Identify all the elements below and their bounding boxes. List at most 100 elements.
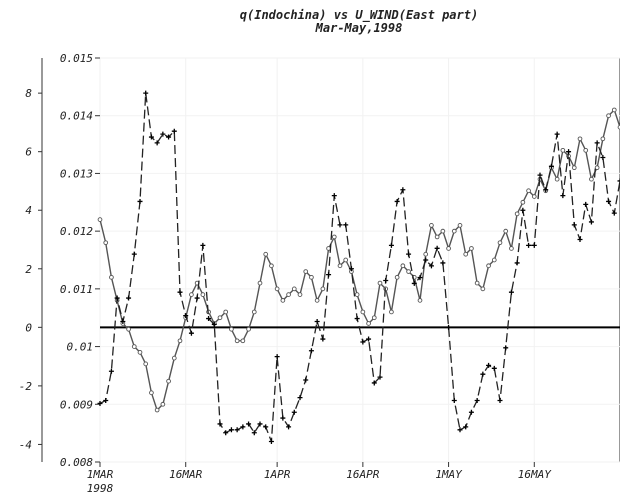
data-point-plus (371, 380, 377, 386)
data-point-plus (463, 424, 469, 430)
right-axis-tick-label: -4 (19, 438, 32, 451)
gridlines (99, 57, 620, 463)
data-point-circle (389, 309, 394, 315)
data-point-plus (428, 263, 434, 269)
data-point-circle (137, 349, 143, 355)
data-point-circle (400, 263, 406, 269)
data-point-circle (280, 298, 286, 303)
data-point-circle (451, 228, 457, 234)
data-point-circle (274, 286, 280, 292)
left-axis-tick-label: 0.012 (60, 225, 93, 238)
data-point-circle (486, 263, 491, 269)
data-point-plus (457, 427, 463, 433)
data-point-circle (126, 326, 131, 332)
data-point-circle (594, 165, 600, 171)
data-point-plus (531, 242, 537, 248)
data-point-circle (166, 378, 171, 384)
data-point-plus (440, 260, 446, 266)
data-point-circle (320, 286, 326, 292)
data-point-circle (491, 257, 497, 263)
data-point-circle (303, 269, 309, 274)
data-point-circle (606, 113, 611, 119)
data-point-plus (217, 421, 223, 427)
data-point-circle (97, 217, 103, 222)
data-point-plus (497, 398, 503, 404)
data-point-plus (594, 140, 600, 146)
data-point-plus (377, 374, 383, 380)
left-axis-tick-label: 0.015 (60, 52, 93, 65)
data-point-plus (486, 362, 492, 368)
data-point-plus (166, 134, 172, 140)
data-point-circle (217, 315, 223, 321)
data-point-plus (114, 295, 120, 301)
data-point-circle (394, 274, 400, 280)
data-point-plus (360, 339, 366, 345)
data-point-circle (503, 228, 509, 234)
data-point-plus (560, 193, 566, 199)
data-point-plus (223, 430, 229, 436)
data-point-circle (520, 199, 526, 205)
data-point-plus (280, 415, 286, 421)
data-point-plus (126, 295, 132, 301)
x-axis-tick-label: 16APR (346, 468, 379, 481)
data-point-plus (354, 316, 360, 322)
left-axis-tick-label: 0.013 (60, 167, 93, 180)
left-axis-tick-label: 0.011 (60, 283, 93, 296)
data-point-plus (194, 295, 200, 301)
data-point-plus (526, 242, 532, 248)
chart-title: q(Indochina) vs U_WIND(East part) (240, 8, 478, 23)
data-point-circle (240, 338, 246, 344)
data-point-circle (246, 326, 251, 332)
data-point-plus (566, 149, 572, 155)
right-axis-tick-label: 8 (25, 87, 32, 100)
data-point-plus (417, 275, 423, 281)
data-point-circle (331, 234, 337, 240)
series-dashed-line (99, 92, 620, 443)
data-point-plus (606, 198, 612, 204)
data-point-circle (160, 401, 166, 407)
data-point-circle (286, 292, 291, 297)
data-point-circle (514, 211, 520, 217)
data-point-circle (229, 326, 234, 332)
data-point-plus (234, 427, 240, 433)
data-point-plus (520, 207, 526, 213)
left-axis-tick-label: 0.014 (60, 110, 93, 123)
data-point-plus (331, 193, 337, 199)
data-point-circle (297, 292, 303, 297)
data-point-circle (371, 315, 377, 321)
data-point-plus (446, 324, 452, 330)
data-point-plus (617, 178, 620, 184)
data-point-plus (137, 198, 143, 204)
data-point-plus (451, 398, 457, 404)
data-point-plus (251, 430, 257, 436)
data-point-circle (509, 246, 514, 251)
series-solid-line (99, 109, 620, 411)
data-point-circle (497, 240, 503, 246)
data-point-plus (508, 289, 514, 295)
data-point-plus (474, 398, 480, 404)
data-point-circle (149, 390, 154, 396)
left-y-axis: 0.008 0.009 0.01 0.011 0.012 0.013 0.014 0.015 (60, 52, 100, 469)
data-point-plus (206, 316, 212, 322)
data-point-plus (274, 354, 280, 360)
data-point-circle (257, 280, 263, 286)
data-point-circle (440, 228, 446, 234)
data-point-plus (383, 277, 389, 283)
data-point-plus (400, 187, 406, 193)
data-point-circle (154, 407, 160, 413)
data-point-circle (571, 165, 577, 171)
data-point-circle (417, 298, 423, 303)
data-point-plus (108, 368, 114, 374)
x-axis-year-label: 1998 (87, 482, 114, 495)
x-axis-tick-label: 1MAR (87, 468, 114, 481)
data-point-plus (154, 140, 160, 146)
data-point-circle (314, 298, 320, 303)
data-point-circle (583, 147, 589, 153)
data-point-plus (171, 128, 177, 134)
data-point-plus (291, 409, 297, 415)
data-point-circle (177, 338, 183, 344)
data-point-circle (360, 309, 366, 315)
data-point-plus (611, 210, 617, 216)
data-point-plus (303, 377, 309, 383)
